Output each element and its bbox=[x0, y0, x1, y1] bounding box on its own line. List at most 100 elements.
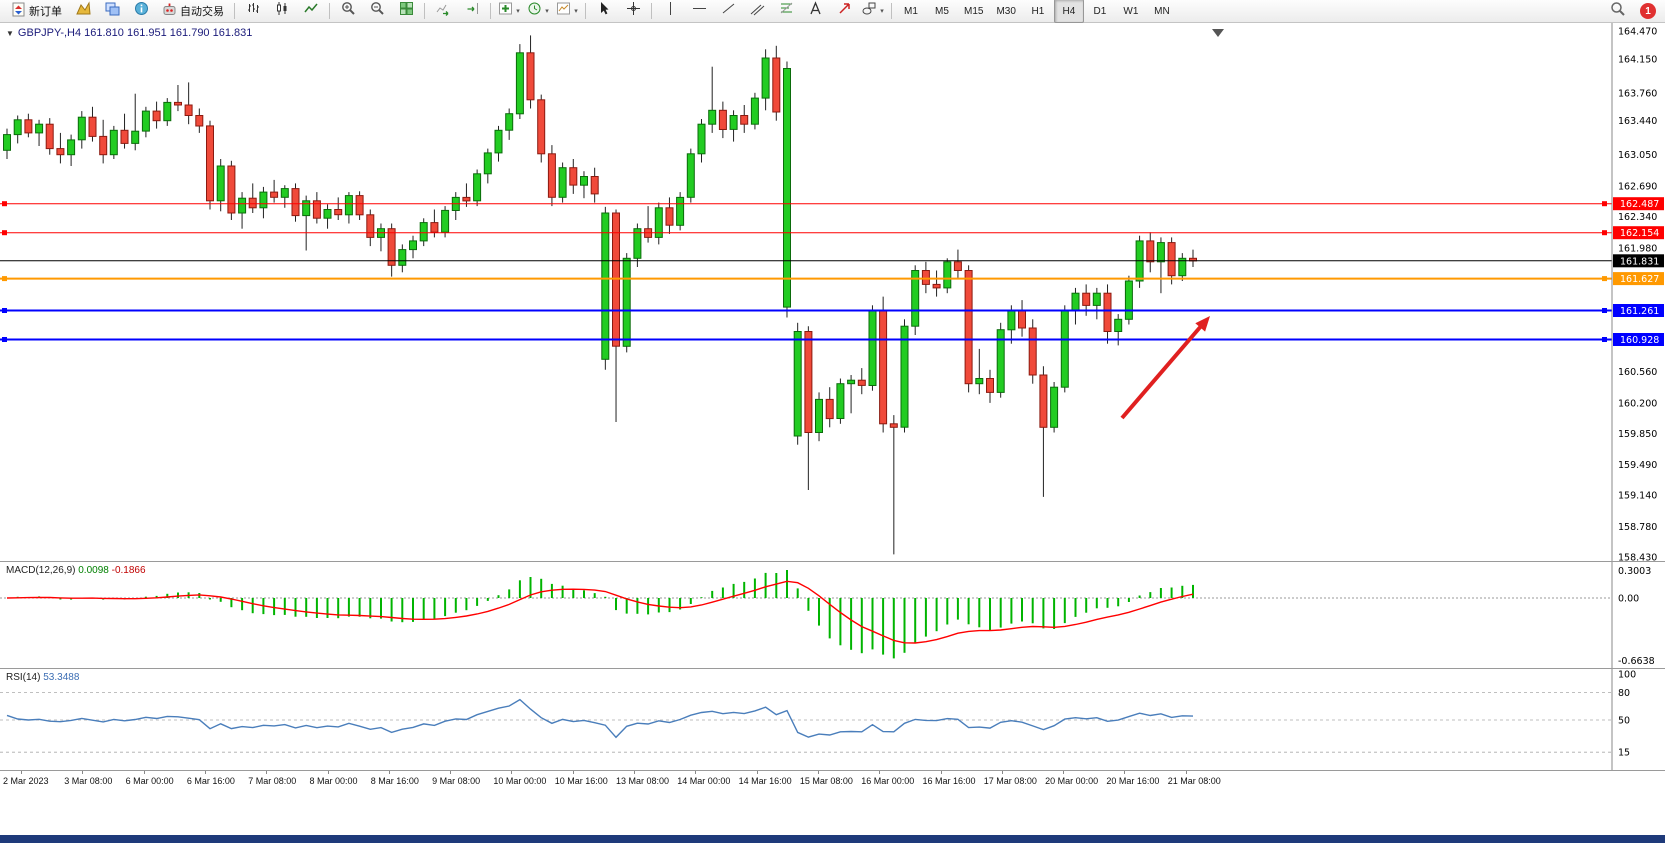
fibonacci-button[interactable] bbox=[772, 0, 800, 22]
time-label: 14 Mar 16:00 bbox=[738, 776, 792, 786]
horizontal-line-161.261[interactable] bbox=[0, 308, 1612, 313]
search-button[interactable] bbox=[1604, 0, 1632, 22]
time-tick bbox=[327, 771, 329, 774]
chart-shift-button[interactable] bbox=[458, 0, 486, 22]
arrows-icon bbox=[837, 1, 852, 21]
rsi-chart[interactable]: 100 80 50 15 bbox=[0, 669, 1665, 770]
auto-scroll-button[interactable] bbox=[429, 0, 457, 22]
indicators-button[interactable]: ▾ bbox=[495, 0, 523, 22]
time-label: 17 Mar 08:00 bbox=[983, 776, 1037, 786]
timeframe-m15[interactable]: M15 bbox=[964, 5, 984, 17]
time-tick bbox=[511, 771, 513, 774]
time-label: 16 Mar 16:00 bbox=[922, 776, 976, 786]
zoom-in-icon bbox=[341, 1, 356, 21]
timeframe-h4[interactable]: H4 bbox=[1053, 0, 1084, 23]
auto-trading-icon bbox=[162, 2, 177, 20]
horizontal-line-162.487[interactable] bbox=[0, 201, 1612, 207]
time-axis[interactable]: 2 Mar 2023 3 Mar 08:00 6 Mar 00:00 6 Mar 16… bbox=[0, 770, 1665, 790]
price-axis-label: 163.050 bbox=[1618, 150, 1657, 161]
time-tick bbox=[756, 771, 758, 774]
new-order-icon bbox=[11, 2, 26, 20]
text-button[interactable] bbox=[801, 0, 829, 22]
timeframe-m5[interactable]: M5 bbox=[935, 5, 949, 17]
trendline-button[interactable] bbox=[714, 0, 742, 22]
trendline-icon bbox=[721, 1, 736, 21]
time-label: 7 Mar 08:00 bbox=[248, 776, 297, 786]
vertical-line-button[interactable] bbox=[656, 0, 684, 22]
svg-text:0.3003: 0.3003 bbox=[1618, 566, 1651, 577]
horizontal-line-162.154[interactable] bbox=[0, 230, 1612, 236]
svg-text:162.487: 162.487 bbox=[1620, 199, 1659, 210]
profile-button[interactable] bbox=[69, 0, 97, 22]
time-tick bbox=[1185, 771, 1187, 774]
horizontal-line-160.928[interactable] bbox=[0, 337, 1612, 342]
macd-label: MACD(12,26,9) 0.0098 -0.1866 bbox=[6, 565, 146, 576]
chevron-down-icon: ▾ bbox=[545, 7, 549, 15]
collapse-triangle-icon[interactable]: ▼ bbox=[6, 28, 14, 38]
main-chart-panel[interactable]: ▼ GBPJPY-,H4 161.810 161.951 161.790 161… bbox=[0, 23, 1665, 561]
new-order-label: 新订单 bbox=[29, 6, 62, 18]
info-button[interactable] bbox=[127, 0, 155, 22]
line-chart-icon bbox=[303, 1, 319, 21]
price-axis-label: 164.470 bbox=[1618, 27, 1657, 38]
rsi-label: RSI(14) 53.3488 bbox=[6, 672, 80, 683]
periods-icon bbox=[527, 1, 542, 21]
timeframe-h1[interactable]: H1 bbox=[1031, 5, 1045, 17]
price-box-160.928: 160.928 bbox=[1613, 333, 1664, 346]
auto-trading-button[interactable]: 自动交易 bbox=[156, 0, 230, 22]
line-chart-button[interactable] bbox=[297, 0, 325, 22]
periods-button[interactable]: ▾ bbox=[524, 0, 552, 22]
timeframe-m30[interactable]: M30 bbox=[996, 5, 1016, 17]
chevron-down-icon: ▾ bbox=[880, 7, 884, 15]
zoom-out-button[interactable] bbox=[363, 0, 391, 22]
crosshair-button[interactable] bbox=[619, 0, 647, 22]
horizontal-line-161.627[interactable] bbox=[0, 276, 1612, 282]
bar-chart-button[interactable] bbox=[239, 0, 267, 22]
channel-button[interactable] bbox=[743, 0, 771, 22]
chart-shift-icon bbox=[465, 1, 480, 21]
bar-chart-icon bbox=[246, 1, 261, 21]
text-icon bbox=[808, 1, 823, 21]
timeframe-mn[interactable]: MN bbox=[1154, 5, 1170, 17]
time-tick bbox=[1001, 771, 1003, 774]
shapes-button[interactable]: ▾ bbox=[859, 0, 887, 22]
time-label: 14 Mar 00:00 bbox=[677, 776, 731, 786]
rsi-panel[interactable]: RSI(14) 53.3488 100 80 50 15 bbox=[0, 668, 1665, 770]
separator bbox=[234, 3, 235, 19]
timeframe-m1[interactable]: M1 bbox=[904, 5, 918, 17]
timeframe-d1[interactable]: D1 bbox=[1093, 5, 1107, 17]
price-axis-label: 159.140 bbox=[1618, 491, 1657, 502]
templates-button[interactable]: ▾ bbox=[553, 0, 581, 22]
tile-windows-icon bbox=[399, 1, 414, 21]
price-axis-label: 164.150 bbox=[1618, 54, 1657, 65]
price-axis-label: 160.560 bbox=[1618, 367, 1657, 378]
price-axis-label: 159.850 bbox=[1618, 429, 1657, 440]
chart-shift-marker-icon[interactable] bbox=[1212, 29, 1224, 37]
macd-panel[interactable]: MACD(12,26,9) 0.0098 -0.1866 0.3003 0.00 -… bbox=[0, 561, 1665, 668]
svg-text:161.831: 161.831 bbox=[1620, 256, 1659, 267]
macd-signal-line bbox=[6, 580, 1194, 644]
arrows-button[interactable] bbox=[830, 0, 858, 22]
candlestick-chart[interactable]: 164.470 164.150 163.760 163.440 163.050 162.6… bbox=[0, 23, 1665, 561]
time-tick bbox=[143, 771, 145, 774]
cursor-button[interactable] bbox=[590, 0, 618, 22]
chart-windows-button[interactable] bbox=[98, 0, 126, 22]
new-order-button[interactable]: 新订单 bbox=[5, 0, 68, 22]
zoom-in-button[interactable] bbox=[334, 0, 362, 22]
separator bbox=[329, 3, 330, 19]
rsi-axis-label: 15 bbox=[1618, 748, 1630, 759]
candlestick-chart-button[interactable] bbox=[268, 0, 296, 22]
price-axis-label: 161.980 bbox=[1618, 243, 1657, 254]
notification-badge[interactable]: 1 bbox=[1640, 3, 1656, 19]
timeframe-w1[interactable]: W1 bbox=[1123, 5, 1139, 17]
vertical-line-icon bbox=[663, 1, 678, 21]
macd-chart[interactable]: 0.3003 0.00 -0.6638 bbox=[0, 562, 1665, 668]
trend-arrow[interactable] bbox=[1120, 316, 1210, 420]
horizontal-line-button[interactable] bbox=[685, 0, 713, 22]
tile-windows-button[interactable] bbox=[392, 0, 420, 22]
rsi-axis-label: 100 bbox=[1618, 670, 1636, 681]
price-axis-label: 162.340 bbox=[1618, 212, 1657, 223]
templates-icon bbox=[556, 1, 571, 21]
chevron-down-icon: ▾ bbox=[516, 7, 520, 15]
macd-histogram bbox=[16, 570, 1194, 659]
